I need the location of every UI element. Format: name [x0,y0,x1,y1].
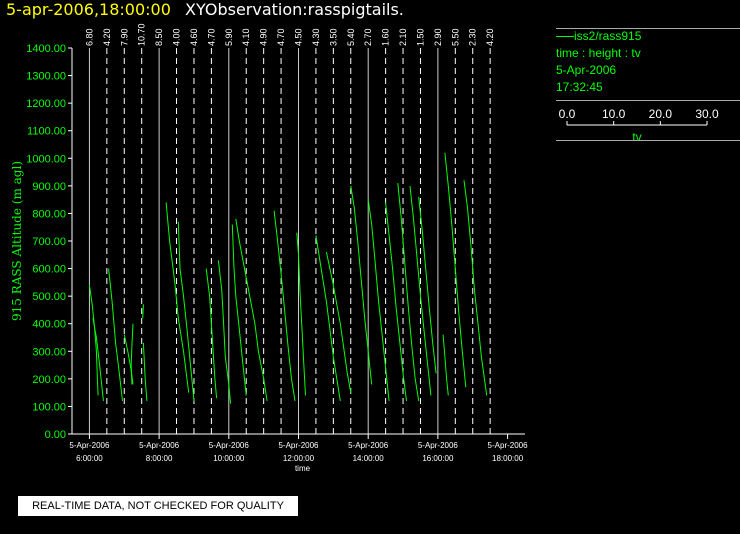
tv-profile-trace [315,235,341,401]
x-tick-date: 5-Apr-2006 [418,441,459,450]
legend-scale-label: 20.0 [649,107,673,121]
profile-label: 4.60 [189,28,199,46]
legend-bottom-divider [556,140,740,141]
profile-label: 5.50 [450,28,460,46]
x-tick-time: 6:00:00 [76,454,103,463]
y-tick-label: 800.00 [32,208,66,220]
tv-profile-trace [142,304,144,319]
legend-scale-title: tv [632,130,641,144]
legend-swatch [556,36,574,38]
x-tick-time: 16:00:00 [422,454,454,463]
y-tick-label: 400.00 [32,319,66,331]
tv-profile-trace [231,224,247,396]
y-tick-label: 100.00 [32,401,66,413]
profile-label: 4.50 [294,28,304,46]
profile-label: 2.90 [433,28,443,46]
legend-panel: iss2/rass915 time : height : tv 5-Apr-20… [556,28,740,96]
profile-label: 6.80 [84,28,94,46]
chart-observation-title: XYObservation:rasspigtails. [185,0,404,19]
y-tick-label: 300.00 [32,346,66,358]
tv-profile-trace [409,185,432,396]
quality-notice: REAL-TIME DATA, NOT CHECKED FOR QUALITY [18,496,298,516]
tv-profile-trace [88,285,99,396]
profile-label: 4.30 [311,28,321,46]
tv-profile-trace [442,334,449,396]
tv-profile-trace [165,202,190,393]
x-tick-date: 5-Apr-2006 [278,441,319,450]
profile-label: 8.50 [154,28,164,46]
profile-label: 5.90 [224,28,234,46]
tv-profile-trace [397,183,420,401]
profile-label: 2.70 [363,28,373,46]
x-tick-date: 5-Apr-2006 [209,441,250,450]
y-tick-label: 1300.00 [26,71,66,83]
profile-label: 4.00 [172,28,182,46]
x-tick-time: 8:00:00 [146,454,173,463]
profile-label: 2.30 [468,28,478,46]
tv-profile-trace [418,196,437,374]
profile-label: 4.10 [241,28,251,46]
y-tick-label: 1000.00 [26,153,66,165]
tv-profile-trace [296,232,306,396]
y-tick-label: 500.00 [32,291,66,303]
legend-time: 17:32:45 [556,80,603,94]
y-tick-label: 1200.00 [26,98,66,110]
tv-profile-trace [92,318,104,401]
tv-profile-trace [325,251,352,393]
y-tick-label: 600.00 [32,264,66,276]
x-tick-date: 5-Apr-2006 [488,441,529,450]
tv-profile-trace [142,342,148,401]
x-tick-time: 14:00:00 [353,454,385,463]
legend-date: 5-Apr-2006 [556,63,617,77]
tv-profile-trace [108,268,123,401]
profile-label: 2.10 [398,28,408,46]
tv-profile-trace [463,180,488,396]
y-tick-label: 700.00 [32,236,66,248]
x-tick-time: 10:00:00 [213,454,245,463]
profile-label: 5.40 [346,28,356,46]
profile-label: 4.20 [485,28,495,46]
y-tick-label: 200.00 [32,374,66,386]
profile-label: 10.70 [137,23,147,46]
tv-profile-trace [205,268,218,399]
legend-top-divider [556,28,740,29]
x-tick-date: 5-Apr-2006 [139,441,180,450]
tv-profile-trace [385,202,407,401]
y-tick-label: 1100.00 [27,126,66,138]
profile-label: 4.70 [206,28,216,46]
legend-series: iss2/rass915 [556,28,740,45]
y-tick-label: 0.00 [45,429,66,441]
x-axis-title: time [295,464,311,473]
tv-profile-trace [130,323,134,385]
tv-profile-trace [217,260,232,404]
legend-mid-divider [556,100,740,101]
x-tick-date: 5-Apr-2006 [69,441,110,450]
profile-label: 4.70 [276,28,286,46]
legend-scale-label: 0.0 [559,107,576,121]
tv-profile-trace [177,221,195,401]
tv-profile-trace [350,185,373,385]
y-axis-title: 915 RASS Altitude (m agl) [10,161,24,321]
chart-date-title: 5-apr-2006,18:00:00 [6,0,171,19]
legend-scale-label: 30.0 [695,107,719,121]
profile-label: 7.90 [119,28,129,46]
y-tick-label: 1400.00 [26,43,66,55]
profile-label: 1.60 [381,28,391,46]
tv-profile-trace [367,199,390,401]
x-tick-time: 18:00:00 [492,454,524,463]
x-tick-date: 5-Apr-2006 [348,441,389,450]
tv-profile-trace [444,152,467,388]
legend-series-name: iss2/rass915 [574,29,642,43]
legend-axes-desc: time : height : tv [556,46,641,60]
profile-label: 4.90 [259,28,269,46]
tv-profile-trace [273,210,296,401]
legend-scale-label: 10.0 [602,107,626,121]
x-tick-time: 12:00:00 [283,454,315,463]
profile-label: 3.50 [328,28,338,46]
profile-label: 1.50 [415,28,425,46]
y-tick-label: 900.00 [32,181,66,193]
tv-profile-trace [235,218,268,401]
profile-label: 4.20 [102,28,112,46]
